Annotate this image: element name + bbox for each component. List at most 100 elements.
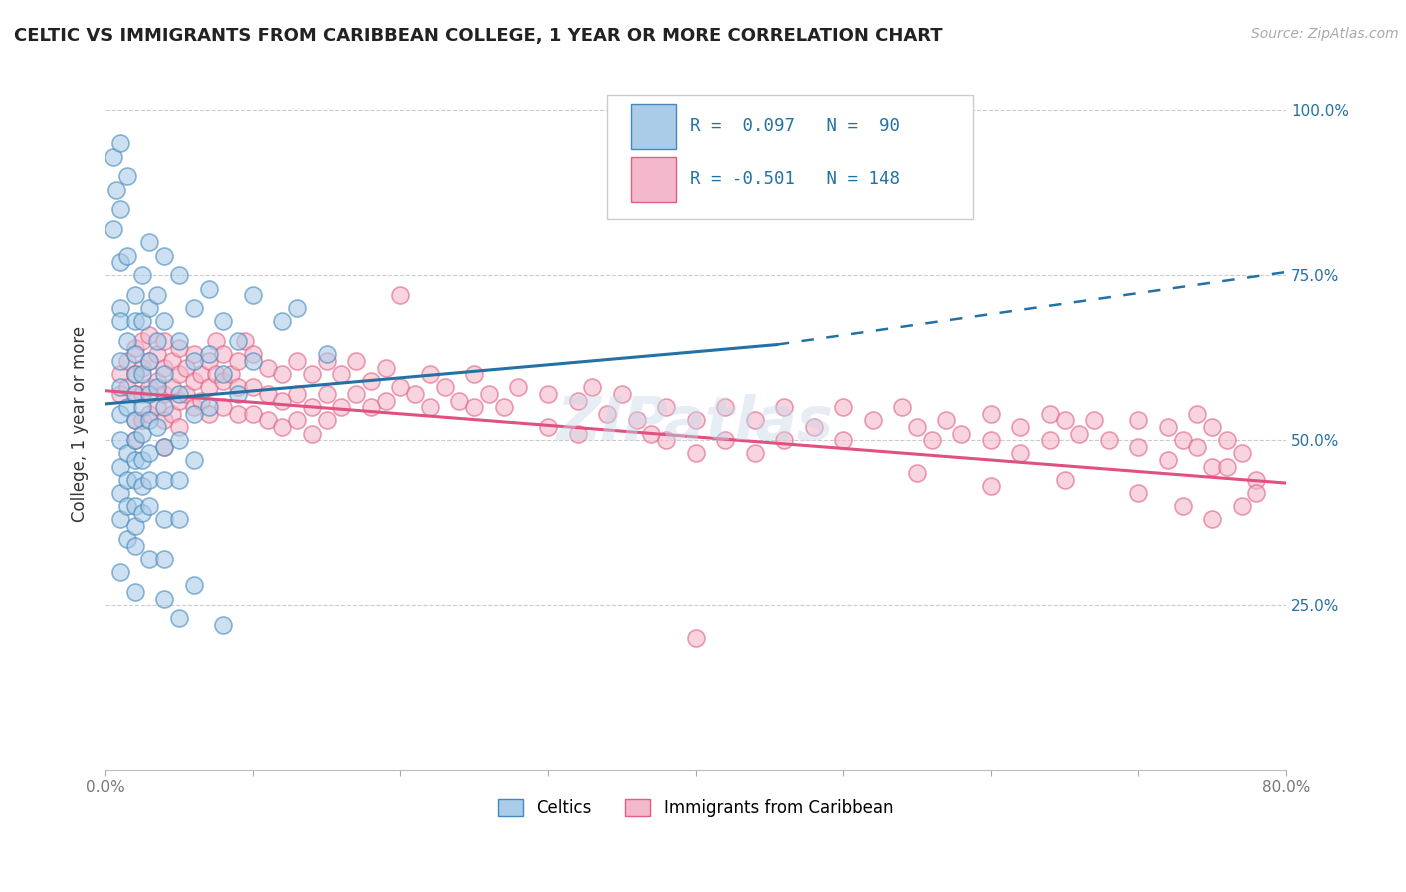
Point <box>226 407 249 421</box>
Point <box>537 420 560 434</box>
Point <box>449 393 471 408</box>
Point <box>124 368 146 382</box>
Point <box>117 248 139 262</box>
Point <box>124 368 146 382</box>
Point <box>146 374 169 388</box>
Point <box>197 407 219 421</box>
Point <box>124 413 146 427</box>
Point <box>146 420 169 434</box>
Point <box>153 552 176 566</box>
Point <box>131 368 153 382</box>
Point <box>1010 420 1032 434</box>
Point <box>108 368 131 382</box>
Point <box>463 401 485 415</box>
Point <box>1216 459 1239 474</box>
Point <box>108 387 131 401</box>
Point <box>1053 413 1076 427</box>
Point <box>1053 473 1076 487</box>
Point <box>242 288 264 302</box>
Point <box>167 341 190 355</box>
Point <box>138 235 160 250</box>
Point <box>212 314 235 328</box>
Point <box>950 426 973 441</box>
Point <box>492 401 515 415</box>
Point <box>1083 413 1105 427</box>
Y-axis label: College, 1 year or more: College, 1 year or more <box>72 326 89 522</box>
Point <box>640 426 662 441</box>
Point <box>124 453 146 467</box>
Point <box>108 434 131 448</box>
Point <box>419 401 441 415</box>
Point <box>146 401 169 415</box>
Point <box>108 486 131 500</box>
Point <box>138 354 160 368</box>
Point <box>183 401 205 415</box>
Text: CELTIC VS IMMIGRANTS FROM CARIBBEAN COLLEGE, 1 YEAR OR MORE CORRELATION CHART: CELTIC VS IMMIGRANTS FROM CARIBBEAN COLL… <box>14 27 942 45</box>
Point <box>124 434 146 448</box>
Point <box>167 368 190 382</box>
Point <box>285 354 308 368</box>
Point <box>242 380 264 394</box>
Point <box>138 387 160 401</box>
Point <box>1069 426 1091 441</box>
Point <box>153 440 176 454</box>
Point <box>655 434 678 448</box>
Point <box>596 407 619 421</box>
Point <box>226 387 249 401</box>
Point <box>190 393 212 408</box>
Point <box>160 380 183 394</box>
Point <box>124 499 146 513</box>
Point <box>685 631 707 645</box>
Point <box>714 401 737 415</box>
Point <box>226 380 249 394</box>
Point <box>581 380 603 394</box>
Point <box>183 374 205 388</box>
Point <box>108 459 131 474</box>
Point <box>190 368 212 382</box>
Point <box>1039 434 1062 448</box>
Point <box>1246 473 1268 487</box>
Point <box>124 539 146 553</box>
Point <box>153 401 176 415</box>
Point <box>131 314 153 328</box>
Legend: Celtics, Immigrants from Caribbean: Celtics, Immigrants from Caribbean <box>492 792 900 824</box>
Point <box>212 374 235 388</box>
Point <box>271 420 294 434</box>
Point <box>124 341 146 355</box>
Point <box>131 360 153 375</box>
Point <box>146 380 169 394</box>
Point <box>1128 486 1150 500</box>
Point <box>330 401 353 415</box>
Point <box>744 446 766 460</box>
Point <box>404 387 426 401</box>
Point <box>138 301 160 316</box>
Point <box>433 380 456 394</box>
Point <box>360 401 382 415</box>
Point <box>301 426 323 441</box>
Point <box>167 512 190 526</box>
Point <box>124 387 146 401</box>
Point <box>131 401 153 415</box>
Point <box>891 401 914 415</box>
Point <box>980 434 1002 448</box>
Point <box>344 354 367 368</box>
Point <box>108 407 131 421</box>
Point <box>344 387 367 401</box>
Point <box>980 407 1002 421</box>
Point <box>131 506 153 520</box>
Point <box>1187 407 1209 421</box>
Point <box>153 591 176 606</box>
Point <box>138 473 160 487</box>
Point <box>108 301 131 316</box>
Point <box>117 473 139 487</box>
Point <box>271 393 294 408</box>
Point <box>1216 434 1239 448</box>
Point <box>905 466 928 480</box>
Point <box>832 434 855 448</box>
Point <box>1187 440 1209 454</box>
Point <box>117 380 139 394</box>
Point <box>153 334 176 349</box>
Point <box>101 150 124 164</box>
Point <box>167 434 190 448</box>
Point <box>131 268 153 283</box>
